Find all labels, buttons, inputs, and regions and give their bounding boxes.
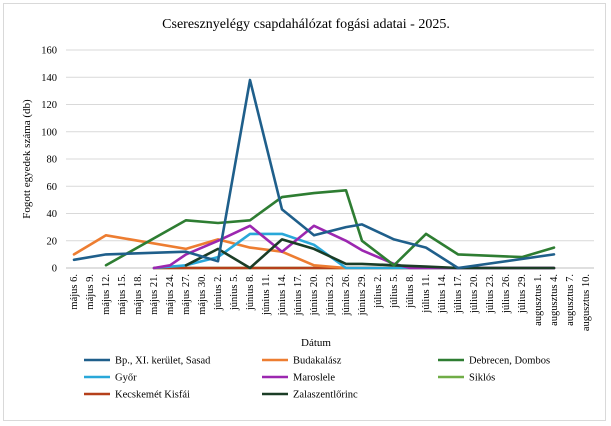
x-tick-label: június 11. [261,274,272,316]
chart-title: Cseresznyelégy csapdahálózat fogási adat… [162,17,450,32]
y-tick-label: 60 [47,182,58,193]
y-tick-label: 100 [41,127,57,138]
series-line [104,189,556,267]
series-lines [72,78,556,270]
x-tick-label: május 15. [117,274,128,315]
legend-label: Zalaszentlőrinc [293,390,358,401]
series-line [72,234,556,270]
x-tick-label: június 29. [357,274,368,316]
series-line [72,78,556,270]
x-tick-label: július 23. [485,274,496,314]
series-line [184,238,556,270]
y-axis-label: Fogott egyedek száma (db) [21,99,33,219]
x-tick-label: augusztus 4. [549,274,560,326]
x-tick-label: június 17. [293,274,304,316]
x-tick-label: július 29. [517,274,528,314]
gridlines [66,49,594,242]
x-tick-label: május 18. [133,274,144,315]
x-tick-label: augusztus 10. [581,274,592,331]
x-tick-label: június 26. [341,274,352,316]
legend-label: Maroslele [293,373,335,384]
legend-label: Debrecen, Dombos [469,356,550,367]
y-tick-label: 120 [41,100,57,111]
x-tick-label: július 11. [421,274,432,314]
x-tick-label: július 5. [389,274,400,309]
y-tick-label: 140 [41,73,57,84]
y-tick-label: 0 [52,264,57,275]
x-axis-ticks: május 6. május 9. május 12. május 15. május … [69,274,592,331]
x-tick-label: május 6. [69,274,80,310]
x-tick-label: július 20. [469,274,480,314]
x-tick-label: július 2. [373,274,384,309]
legend-label: Bp., XI. kerület, Sasad [115,356,211,367]
y-axis-ticks: 0 20 40 60 80 100 120 140 160 [41,46,57,275]
legend-label: Budakalász [293,356,342,367]
x-tick-label: május 24. [165,274,176,315]
x-tick-label: július 26. [501,274,512,314]
y-tick-label: 80 [47,155,58,166]
legend-label: Kecskemét Kisfái [115,390,190,401]
x-tick-label: augusztus 1. [533,274,544,326]
x-tick-label: május 21. [149,274,160,315]
y-tick-label: 160 [41,46,57,57]
x-tick-label: május 30. [197,274,208,315]
y-tick-label: 20 [47,236,58,247]
x-tick-label: június 5. [229,274,240,311]
chart-frame [3,3,606,421]
x-tick-label: június 23. [325,274,336,316]
x-tick-label: május 12. [101,274,112,315]
x-tick-label: május 27. [181,274,192,315]
x-tick-label: július 8. [405,274,416,309]
x-tick-label: július 14. [437,274,448,314]
x-tick-label: július 17. [453,274,464,314]
legend: Bp., XI. kerület, Sasad Budakalász Debrece… [84,356,550,401]
x-tick-label: június 8. [245,274,256,311]
x-axis-label: Dátum [301,337,331,349]
legend-label: Siklós [469,373,495,384]
legend-label: Győr [115,373,137,384]
x-tick-label: június 2. [213,274,224,311]
x-tick-label: június 20. [309,274,320,316]
x-tick-label: augusztus 7. [565,274,576,326]
y-tick-label: 40 [47,209,58,220]
x-tick-label: május 9. [85,274,96,310]
x-tick-label: június 14. [277,274,288,316]
